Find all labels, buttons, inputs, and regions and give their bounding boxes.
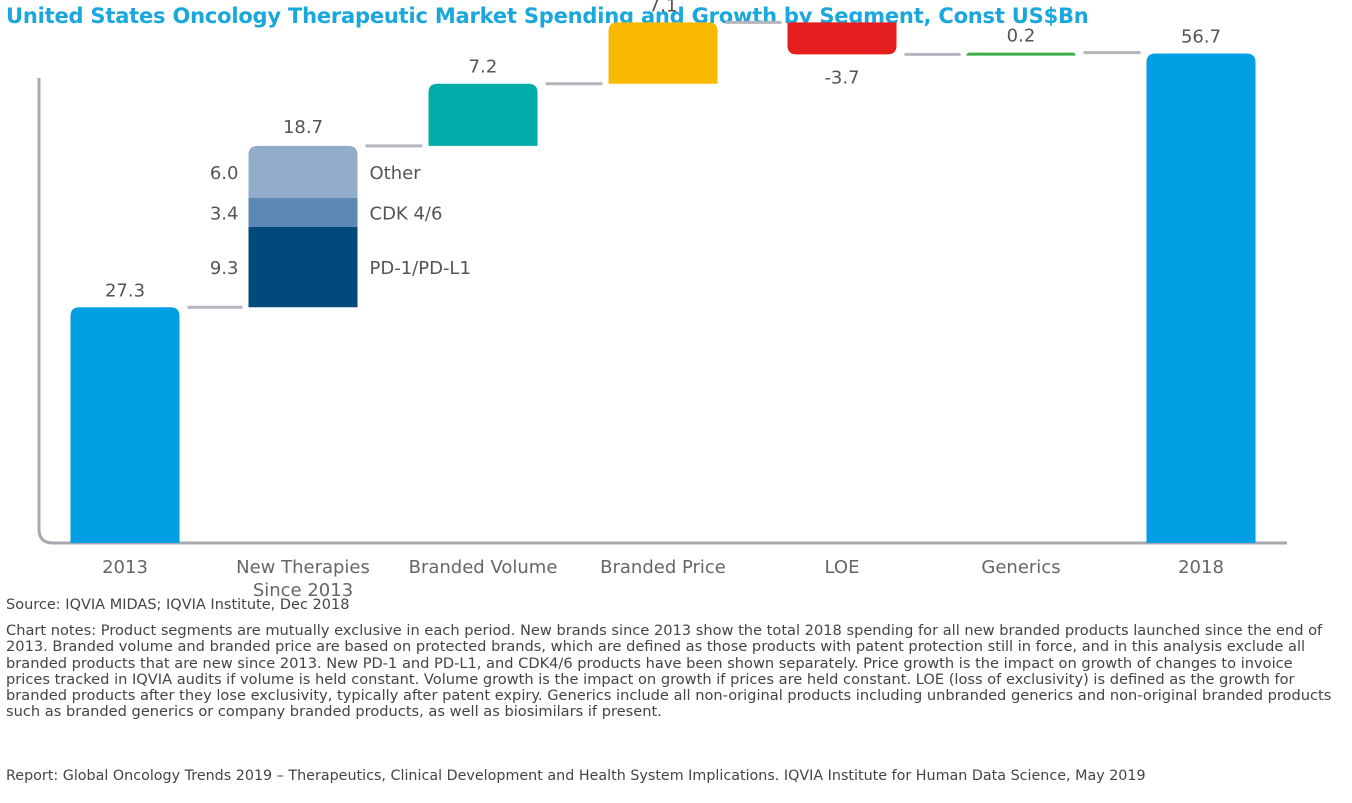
bar-segment-pd-1-pd-l1 [248,227,358,308]
bar-value-label: 56.7 [1181,26,1221,47]
x-tick-label: LOE [825,557,860,578]
bar-value-label: 27.3 [105,280,145,301]
segment-value-label: 6.0 [210,163,239,184]
bar-2018 [1146,53,1256,544]
bar-value-label: -3.7 [824,67,859,88]
chart-notes: Chart notes: Product segments are mutual… [6,622,1332,721]
bar-segment-cdk-4-6 [248,197,358,228]
chart-axis [37,78,1287,545]
bar-loe [787,22,897,55]
bar-value-label: 18.7 [283,117,323,138]
bar-generics [966,52,1076,56]
x-tick-label: Generics [981,557,1060,578]
x-tick-label: 2018 [1178,557,1224,578]
bar-value-label: 0.2 [1007,26,1036,47]
bar-branded-price [608,22,718,84]
bar-value-label: 7.2 [469,57,498,78]
x-tick-label: Since 2013 [253,580,353,600]
segment-value-label: 9.3 [210,258,239,279]
bar-branded-volume [428,83,538,146]
x-tick-label: New Therapies [236,557,370,578]
segment-name-label: PD-1/PD-L1 [370,258,471,279]
segment-value-label: 3.4 [210,203,239,224]
source-note: Source: IQVIA MIDAS; IQVIA Institute, De… [6,597,350,613]
bar-segment-other [248,145,358,198]
segment-name-label: Other [370,163,422,184]
chart-title: United States Oncology Therapeutic Marke… [6,4,1089,28]
x-tick-label: 2013 [102,557,148,578]
waterfall-chart: 27.3 9.3 PD-1/PD-L1 3.4 CDK 4/6 6.0 Other 18.7 7… [37,0,1287,600]
bar-2013 [70,307,180,543]
x-tick-label: Branded Price [600,557,726,578]
segment-name-label: CDK 4/6 [370,203,443,224]
report-citation: Report: Global Oncology Trends 2019 – Th… [6,768,1146,784]
bar-value-label: 7.1 [649,0,678,16]
x-tick-label: Branded Volume [409,557,558,578]
